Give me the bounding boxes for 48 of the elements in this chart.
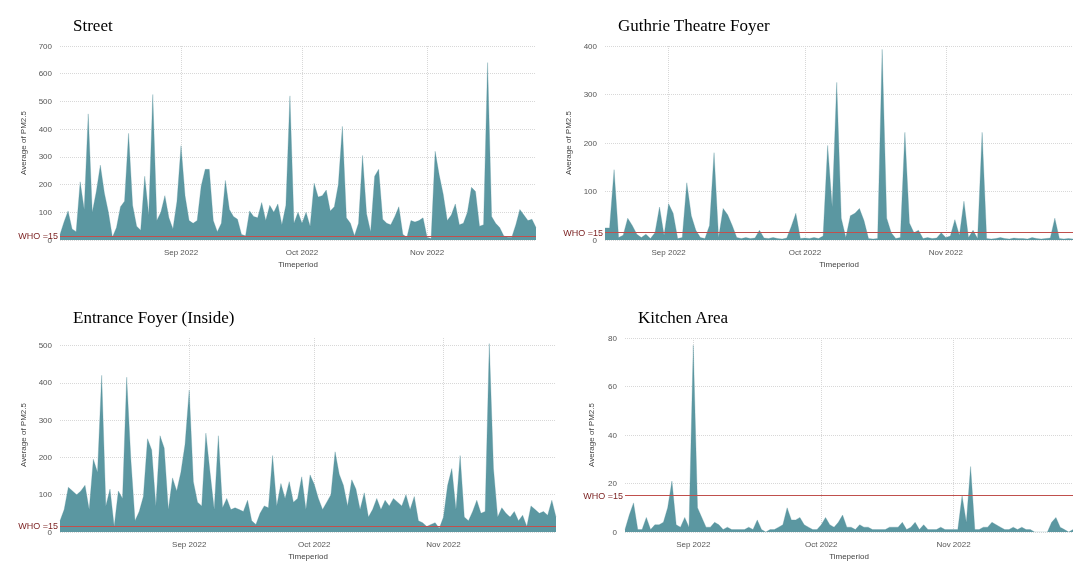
chart-title: Kitchen Area [638, 308, 729, 327]
y-tick-label: 400 [38, 124, 53, 134]
x-tick-label: Sep 2022 [676, 539, 711, 549]
chart-title: Guthrie Theatre Foyer [618, 16, 771, 35]
y-tick-label: 100 [583, 187, 598, 196]
x-tick-label: Sep 2022 [172, 539, 207, 549]
ref-line-label: WHO =15 [563, 227, 603, 238]
x-tick-label: Nov 2022 [928, 247, 964, 257]
y-tick-label: 400 [38, 378, 53, 388]
y-axis-title: Average of PM2.5 [19, 402, 29, 467]
x-axis-title: Timeperiod [829, 552, 869, 562]
y-tick-label: 700 [38, 41, 53, 51]
x-axis-title: Timeperiod [288, 552, 328, 562]
x-axis-title: Timeperiod [278, 260, 318, 270]
ref-line-label: WHO =15 [583, 490, 623, 501]
y-tick-label: 20 [608, 479, 618, 488]
y-tick-label: 60 [608, 382, 618, 391]
y-axis-title: Average of PM2.5 [19, 110, 29, 175]
y-axis-title: Average of PM2.5 [564, 110, 574, 175]
y-axis-title: Average of PM2.5 [586, 402, 596, 467]
y-tick-label: 100 [38, 490, 53, 500]
y-tick-label: 0 [612, 527, 618, 537]
x-tick-label: Nov 2022 [426, 539, 462, 549]
y-tick-label: 300 [583, 90, 598, 99]
chart-title: Street [73, 16, 113, 35]
x-tick-label: Nov 2022 [936, 539, 972, 549]
y-tick-label: 200 [38, 180, 53, 190]
y-tick-label: 200 [583, 138, 598, 148]
y-tick-label: 500 [38, 96, 53, 106]
y-tick-label: 100 [38, 207, 53, 217]
y-tick-label: 80 [608, 333, 618, 343]
y-tick-label: 300 [38, 152, 53, 162]
y-tick-label: 0 [592, 235, 598, 245]
y-tick-label: 200 [38, 452, 53, 462]
x-tick-label: Sep 2022 [651, 247, 687, 257]
x-tick-label: Nov 2022 [409, 247, 445, 257]
x-tick-label: Oct 2022 [298, 539, 332, 549]
y-tick-label: 600 [38, 69, 53, 79]
x-tick-label: Sep 2022 [163, 247, 199, 257]
x-tick-label: Oct 2022 [788, 247, 822, 257]
x-axis-title: Timeperiod [819, 260, 859, 270]
x-tick-label: Oct 2022 [285, 247, 319, 257]
chart-title: Entrance Foyer (Inside) [73, 308, 235, 327]
y-tick-label: 40 [608, 430, 618, 440]
y-tick-label: 400 [583, 41, 598, 51]
x-tick-label: Oct 2022 [805, 539, 839, 549]
y-tick-label: 500 [38, 340, 53, 350]
y-tick-label: 300 [38, 415, 53, 425]
